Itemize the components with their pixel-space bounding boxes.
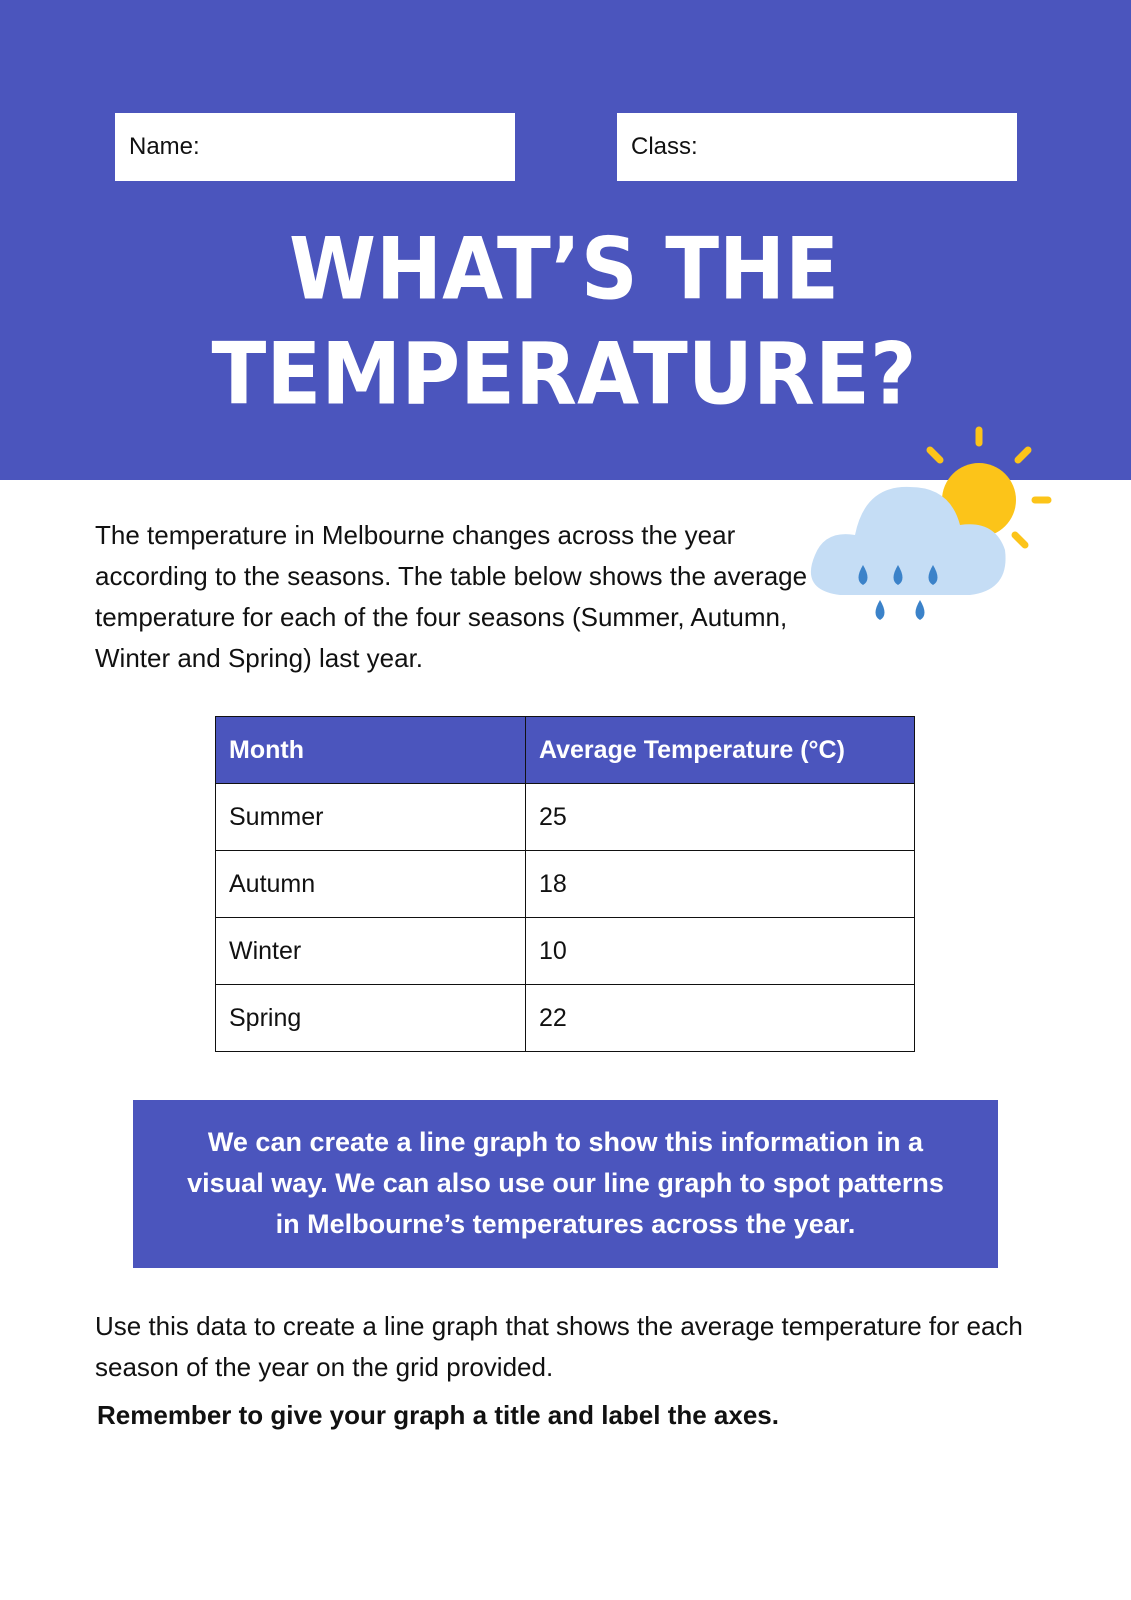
column-header: Average Temperature (°C)	[525, 716, 915, 784]
cell: Spring	[215, 984, 526, 1052]
intro-text: The temperature in Melbourne changes acr…	[95, 520, 808, 673]
table-row: Summer 25	[215, 783, 915, 851]
weather-icon	[810, 426, 1052, 620]
table-header: Month Average Temperature (°C)	[215, 716, 915, 784]
table-row: Winter 10	[215, 917, 915, 985]
table-row: Spring 22	[215, 984, 915, 1052]
title: WHAT’S THE TEMPERATURE?	[212, 219, 917, 424]
column-header: Month	[215, 716, 526, 784]
cell: Winter	[215, 917, 526, 985]
data-table: Month Average Temperature (°C) Summer 25 …	[215, 716, 915, 1052]
cell: 10	[525, 917, 915, 985]
class-field: Class:	[617, 113, 1017, 181]
cell: Summer	[215, 783, 526, 851]
callout: We can create a line graph to show this …	[133, 1100, 998, 1268]
reminder: Remember to give your graph a title and …	[97, 1400, 779, 1430]
title-line: TEMPERATURE?	[212, 324, 917, 424]
name-field: Name:	[115, 113, 515, 181]
instruction: Use this data to create a line graph tha…	[95, 1311, 1023, 1382]
cell: 25	[525, 783, 915, 851]
cell: 18	[525, 850, 915, 918]
cell: Autumn	[215, 850, 526, 918]
table-row: Autumn 18	[215, 850, 915, 918]
cell: 22	[525, 984, 915, 1052]
header-band	[0, 0, 1131, 480]
title-line: WHAT’S THE	[289, 219, 839, 319]
